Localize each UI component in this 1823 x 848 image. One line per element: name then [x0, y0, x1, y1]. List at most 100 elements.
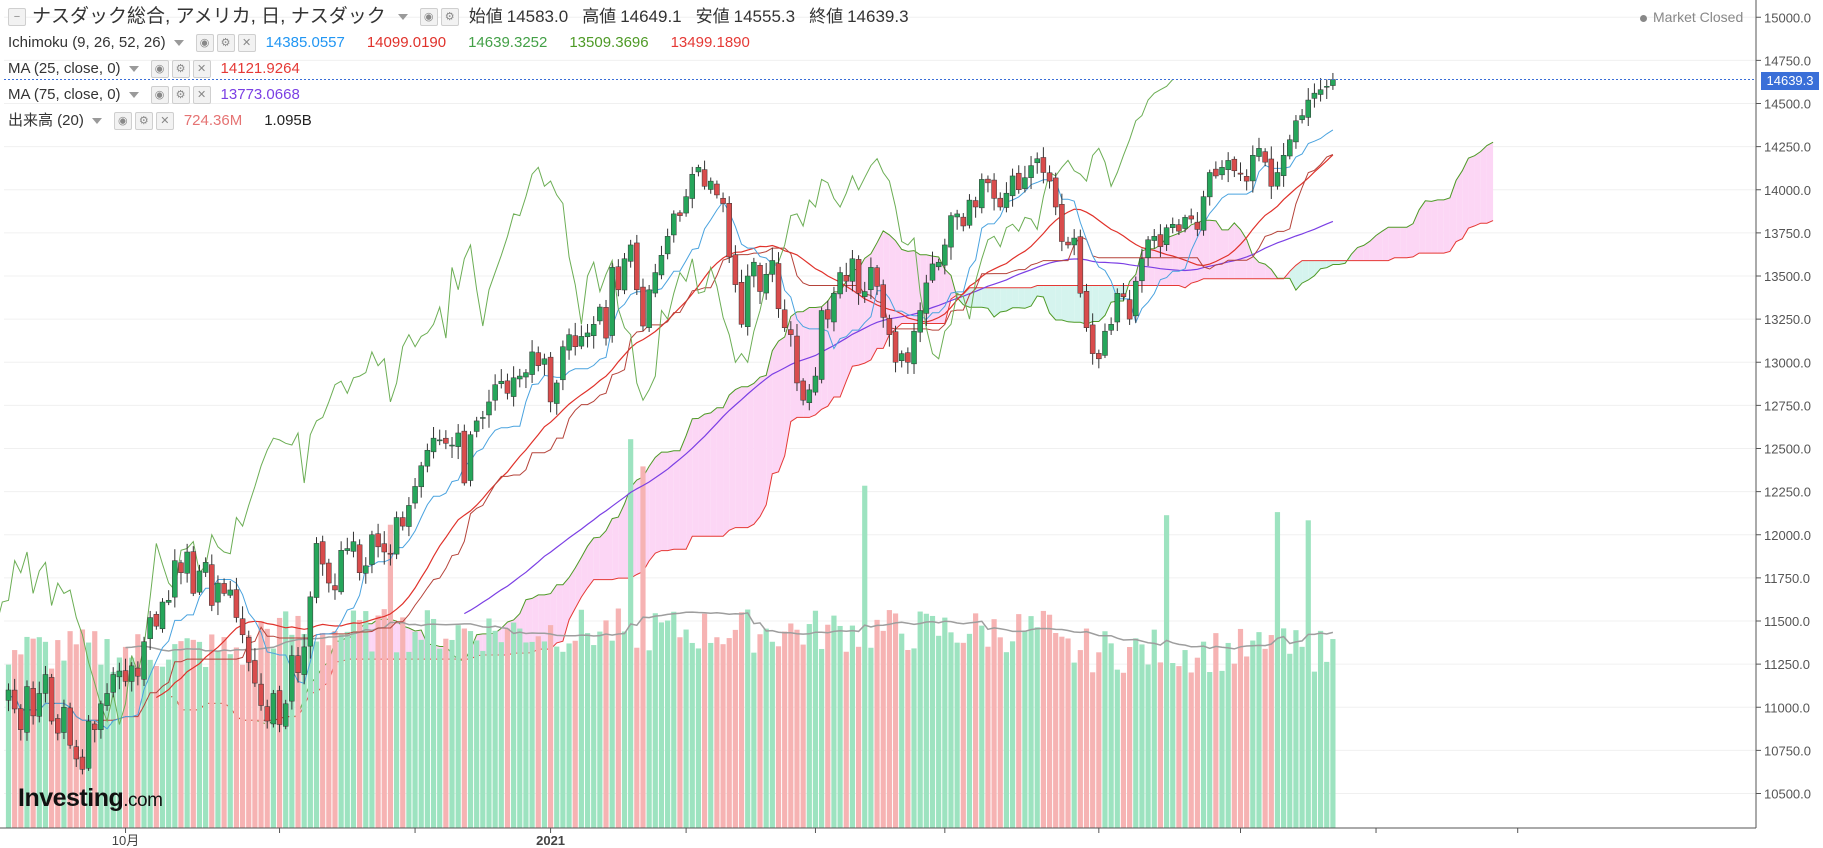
close-icon[interactable]: ✕: [192, 60, 211, 78]
volume-bar: [449, 639, 455, 828]
volume-bar: [258, 621, 264, 828]
chevron-down-icon[interactable]: [128, 92, 139, 98]
cloud-segment: [649, 457, 656, 561]
eye-icon[interactable]: ◉: [150, 86, 169, 104]
candle: [714, 180, 720, 199]
candle: [1065, 236, 1071, 249]
candle: [85, 715, 92, 771]
candle: [1157, 224, 1164, 258]
gear-icon[interactable]: ⚙: [134, 112, 153, 130]
candle: [510, 366, 517, 407]
candle: [818, 307, 825, 384]
gear-icon[interactable]: ⚙: [440, 8, 459, 26]
candle: [356, 539, 363, 581]
candle: [190, 546, 197, 597]
candle-body: [997, 197, 1004, 208]
volume-bar: [917, 611, 923, 828]
chevron-down-icon[interactable]: [173, 40, 184, 46]
cloud-segment: [1234, 222, 1241, 279]
cloud-segment: [593, 537, 600, 580]
candle: [849, 249, 856, 292]
chevron-down-icon[interactable]: [91, 118, 102, 124]
chevron-down-icon[interactable]: [128, 66, 139, 72]
volume-bar: [1003, 652, 1010, 828]
candle-body: [1046, 172, 1053, 182]
candle: [307, 591, 314, 659]
candle: [929, 251, 936, 283]
volume-bar: [646, 650, 652, 828]
candle: [473, 416, 480, 438]
cloud-segment: [1092, 285, 1099, 322]
volume-bar: [480, 650, 486, 828]
volume-bar: [1163, 515, 1170, 828]
candle: [430, 427, 437, 459]
candle: [141, 636, 147, 686]
volume-bar: [714, 637, 720, 828]
candle: [1145, 236, 1151, 267]
candle-body: [1133, 280, 1139, 317]
candle: [732, 245, 739, 293]
eye-icon[interactable]: ◉: [195, 34, 214, 52]
cloud-segment: [525, 598, 533, 654]
volume-bar: [153, 665, 159, 828]
volume-bar: [1157, 662, 1164, 828]
candle-body: [874, 267, 880, 287]
candle-body: [1194, 221, 1201, 230]
volume-bar: [178, 641, 184, 828]
volume-bar: [1170, 663, 1176, 828]
cloud-segment: [1302, 260, 1309, 284]
candle-body: [1250, 155, 1256, 182]
candle: [942, 238, 948, 275]
chevron-down-icon[interactable]: [397, 14, 408, 20]
candle-body: [1052, 177, 1059, 208]
volume-bar: [190, 639, 196, 828]
cloud-segment: [618, 503, 625, 579]
candle: [1126, 289, 1133, 325]
gear-icon[interactable]: ⚙: [171, 60, 190, 78]
candle: [880, 279, 886, 328]
eye-icon[interactable]: ◉: [150, 60, 169, 78]
cloud-segment: [1412, 209, 1420, 257]
candle-body: [677, 212, 683, 216]
low-label: 安値: [695, 7, 730, 26]
close-icon[interactable]: ✕: [237, 34, 256, 52]
candle-body: [1206, 172, 1213, 198]
candle: [868, 257, 874, 300]
eye-icon[interactable]: ◉: [419, 8, 438, 26]
candle: [399, 511, 406, 531]
candle-body: [11, 689, 18, 710]
volume-bar: [1102, 631, 1108, 828]
close-icon[interactable]: ✕: [192, 86, 211, 104]
gear-icon[interactable]: ⚙: [171, 86, 190, 104]
candle: [584, 323, 591, 348]
open-label: 始値: [468, 7, 503, 26]
candle-body: [868, 267, 874, 291]
volume-bar: [1046, 614, 1053, 828]
volume-bar: [628, 439, 634, 828]
candle: [1096, 349, 1102, 369]
volume-bar: [745, 609, 751, 828]
volume-bar: [36, 637, 42, 828]
candle-body: [1034, 158, 1040, 164]
volume-bar: [535, 636, 541, 828]
volume-bar: [738, 612, 745, 828]
candle-body: [356, 544, 363, 573]
collapse-icon[interactable]: −: [8, 8, 26, 26]
close-icon[interactable]: ✕: [155, 112, 174, 130]
candle-body: [289, 655, 295, 702]
eye-icon[interactable]: ◉: [113, 112, 132, 130]
candle-body: [788, 329, 794, 335]
candle: [98, 700, 104, 739]
volume-bar: [1071, 662, 1077, 828]
candle: [683, 189, 689, 217]
cloud-segment: [1289, 265, 1296, 291]
volume-bar: [511, 622, 517, 828]
cloud-segment: [1419, 200, 1426, 254]
cloud-segment: [1098, 285, 1105, 322]
volume-bar: [1330, 639, 1336, 828]
cloud-segment: [1468, 155, 1475, 229]
volume-bar: [529, 641, 535, 828]
gear-icon[interactable]: ⚙: [216, 34, 235, 52]
volume-bar: [966, 633, 973, 828]
